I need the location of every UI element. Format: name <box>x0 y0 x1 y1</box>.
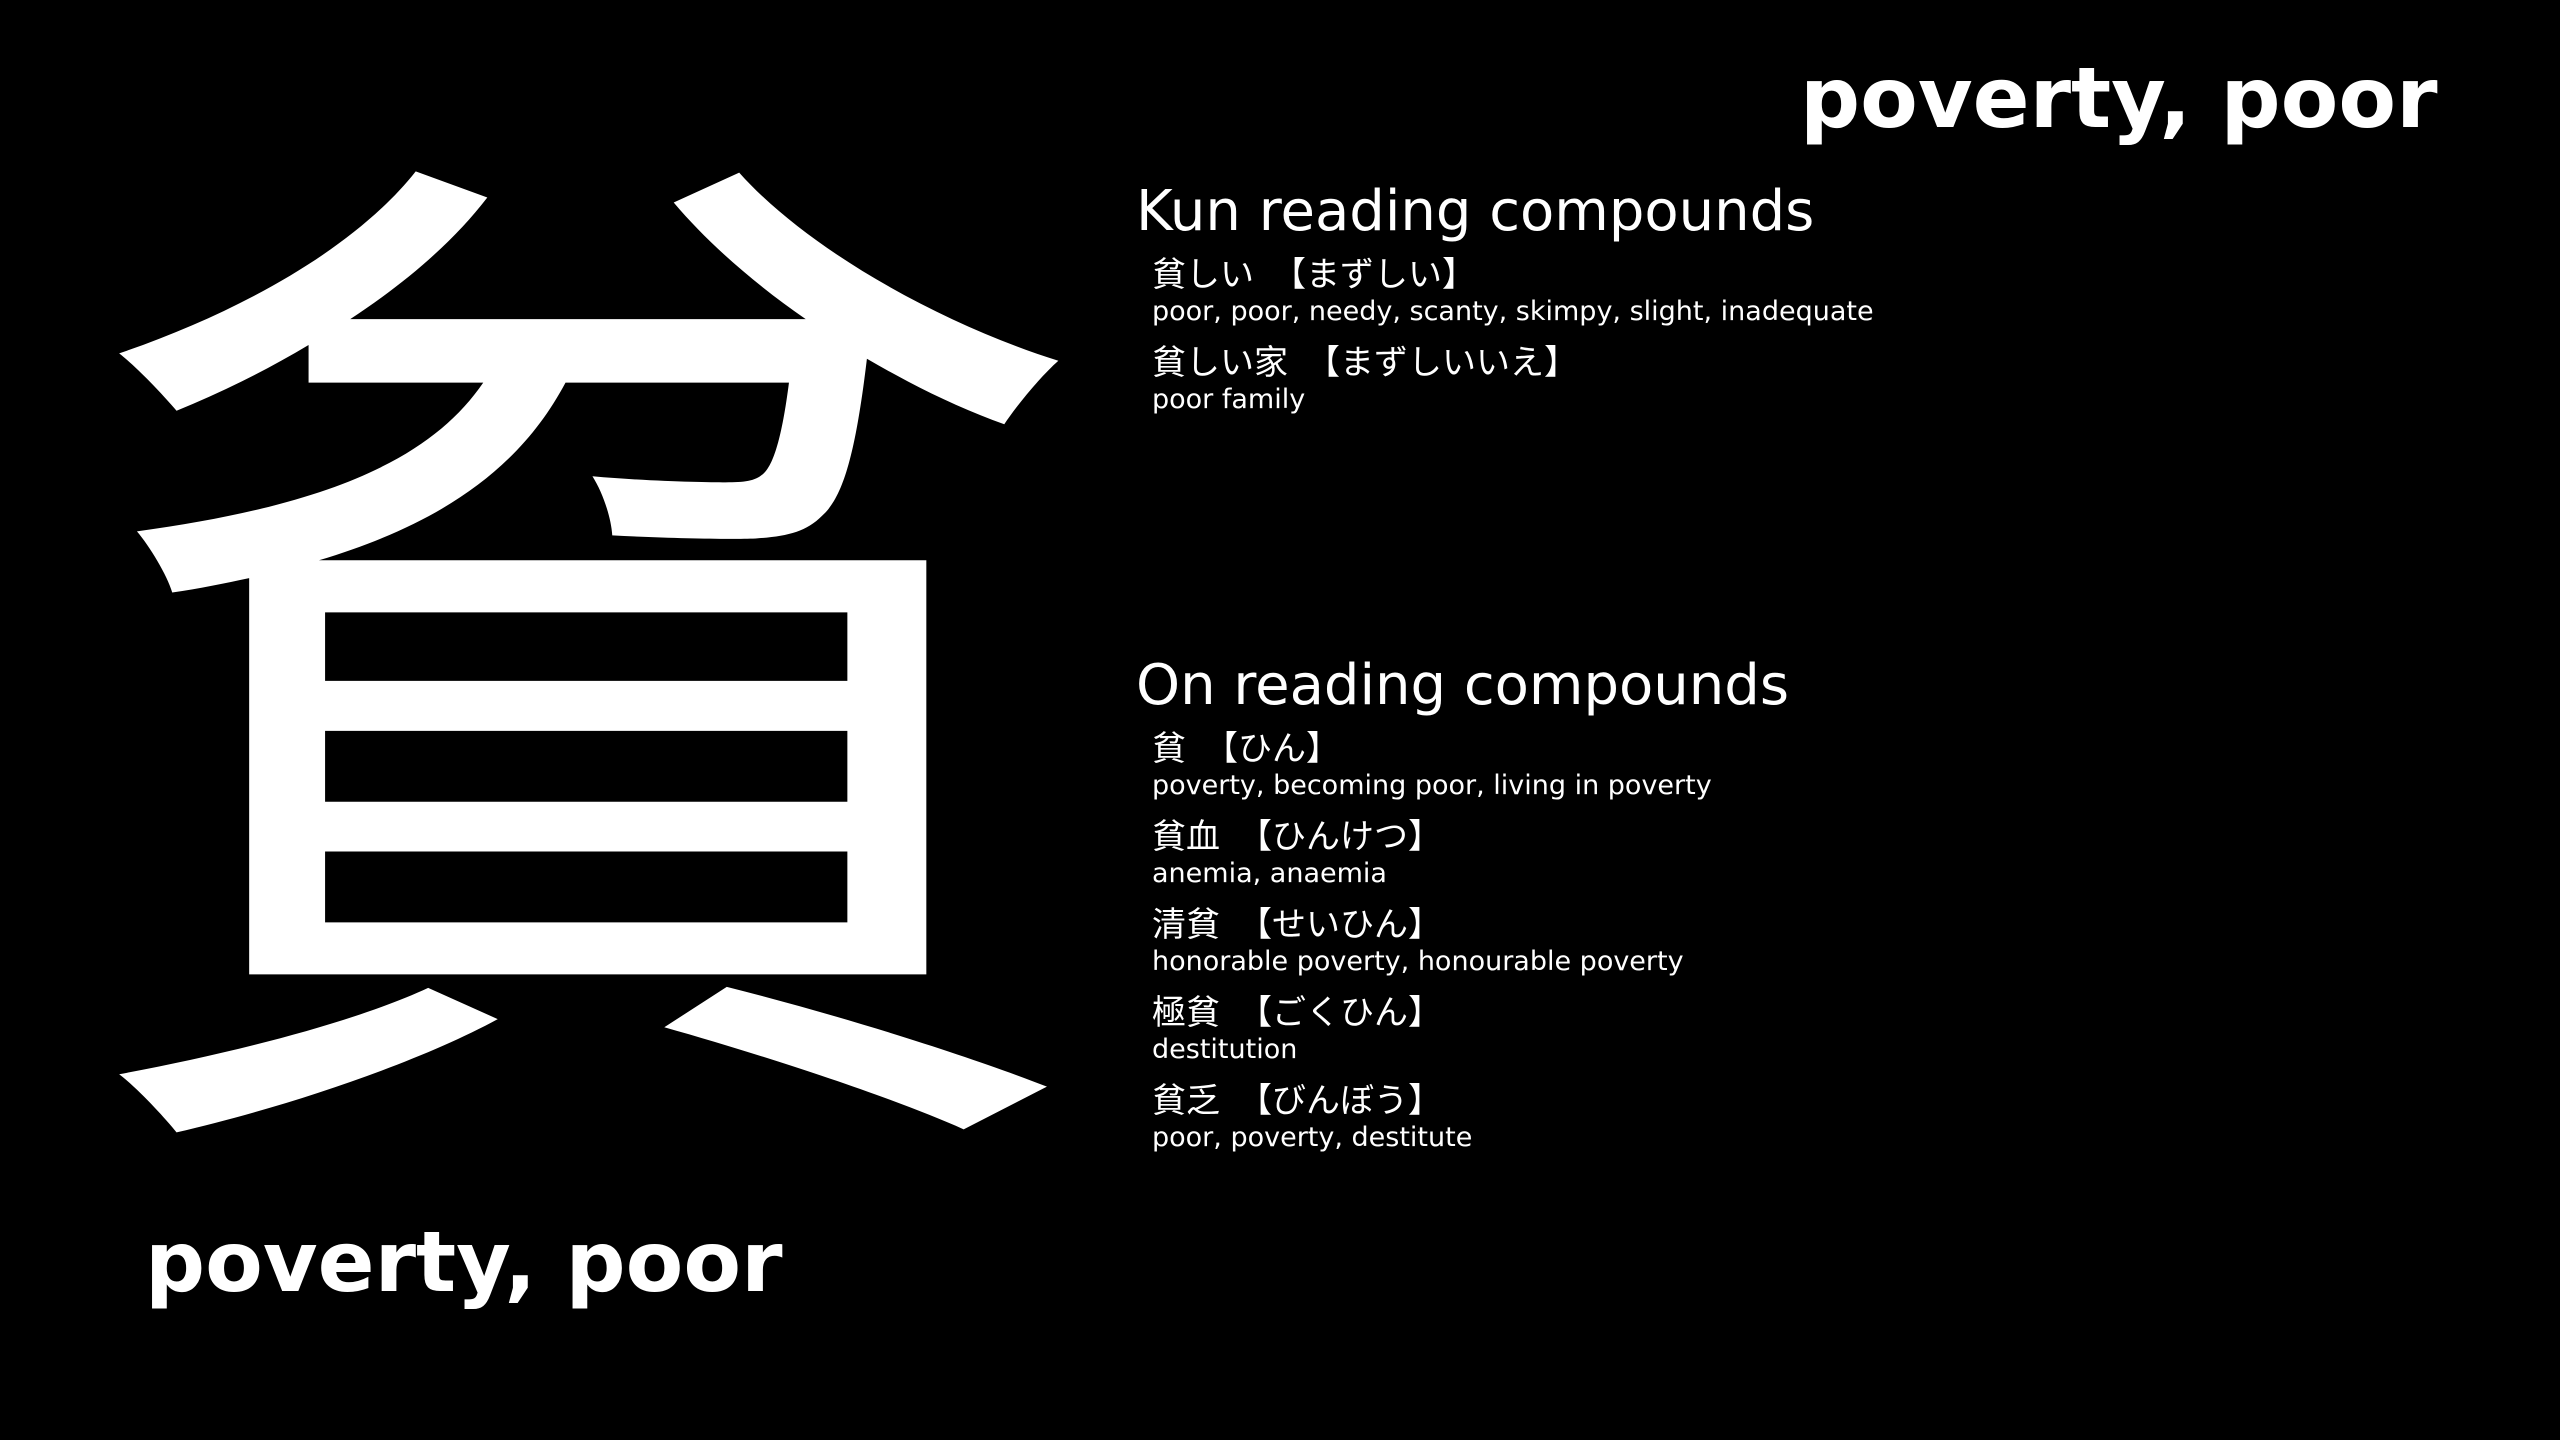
compound-head: 貧しい家 【まずしいいえ】 <box>1152 342 2436 384</box>
compound-word: 極貧 <box>1152 993 1220 1033</box>
compound-word: 貧 <box>1152 729 1186 769</box>
compound-gloss: poor family <box>1152 384 1306 415</box>
compound-head: 貧血 【ひんけつ】 <box>1152 816 2436 858</box>
compound-gloss: poor, poverty, destitute <box>1152 1122 1473 1153</box>
kun-compound-item: 貧しい家 【まずしいいえ】 poor family <box>1152 342 2436 416</box>
compound-word: 貧血 <box>1152 817 1220 857</box>
compound-reading: 【まずしいいえ】 <box>1306 343 1578 383</box>
compound-reading: 【ひんけつ】 <box>1238 817 1442 857</box>
compound-gloss: destitution <box>1152 1034 1298 1065</box>
kun-reading-section: Kun reading compounds 貧しい 【まずしい】 poor, po… <box>1136 172 2436 430</box>
compound-gloss: honorable poverty, honourable poverty <box>1152 946 1684 977</box>
compound-reading: 【ひん】 <box>1204 729 1340 769</box>
kanji-character: 貧 <box>60 80 1100 1290</box>
on-reading-section: On reading compounds 貧【ひん】 poverty, beco… <box>1136 646 2436 1168</box>
compound-word: 貧しい家 <box>1152 343 1288 383</box>
compound-head: 貧【ひん】 <box>1152 728 2436 770</box>
on-compound-item: 清貧 【せいひん】 honorable poverty, honourable p… <box>1152 904 2436 978</box>
compound-head: 清貧 【せいひん】 <box>1152 904 2436 946</box>
kun-section-title: Kun reading compounds <box>1136 179 1815 244</box>
meaning-heading-bottom: poverty, poor <box>145 1213 783 1311</box>
compound-reading: 【まずしい】 <box>1272 255 1476 295</box>
compound-reading: 【ごくひん】 <box>1238 993 1442 1033</box>
on-compound-item: 貧乏 【びんぼう】 poor, poverty, destitute <box>1152 1080 2436 1154</box>
compound-reading: 【びんぼう】 <box>1238 1081 1442 1121</box>
on-compound-item: 極貧 【ごくひん】 destitution <box>1152 992 2436 1066</box>
compound-head: 貧しい 【まずしい】 <box>1152 254 2436 296</box>
compound-gloss: anemia, anaemia <box>1152 858 1387 889</box>
on-compound-item: 貧【ひん】 poverty, becoming poor, living in … <box>1152 728 2436 802</box>
meaning-heading-top: poverty, poor <box>1800 49 2438 147</box>
compound-head: 貧乏 【びんぼう】 <box>1152 1080 2436 1122</box>
on-section-title: On reading compounds <box>1136 653 1789 718</box>
compound-word: 貧乏 <box>1152 1081 1220 1121</box>
compound-gloss: poor, poor, needy, scanty, skimpy, sligh… <box>1152 296 1874 327</box>
compound-word: 清貧 <box>1152 905 1220 945</box>
kun-compound-item: 貧しい 【まずしい】 poor, poor, needy, scanty, ski… <box>1152 254 2436 328</box>
compound-word: 貧しい <box>1152 255 1254 295</box>
compound-gloss: poverty, becoming poor, living in povert… <box>1152 770 1712 801</box>
compound-head: 極貧 【ごくひん】 <box>1152 992 2436 1034</box>
compound-reading: 【せいひん】 <box>1238 905 1442 945</box>
on-compound-item: 貧血 【ひんけつ】 anemia, anaemia <box>1152 816 2436 890</box>
